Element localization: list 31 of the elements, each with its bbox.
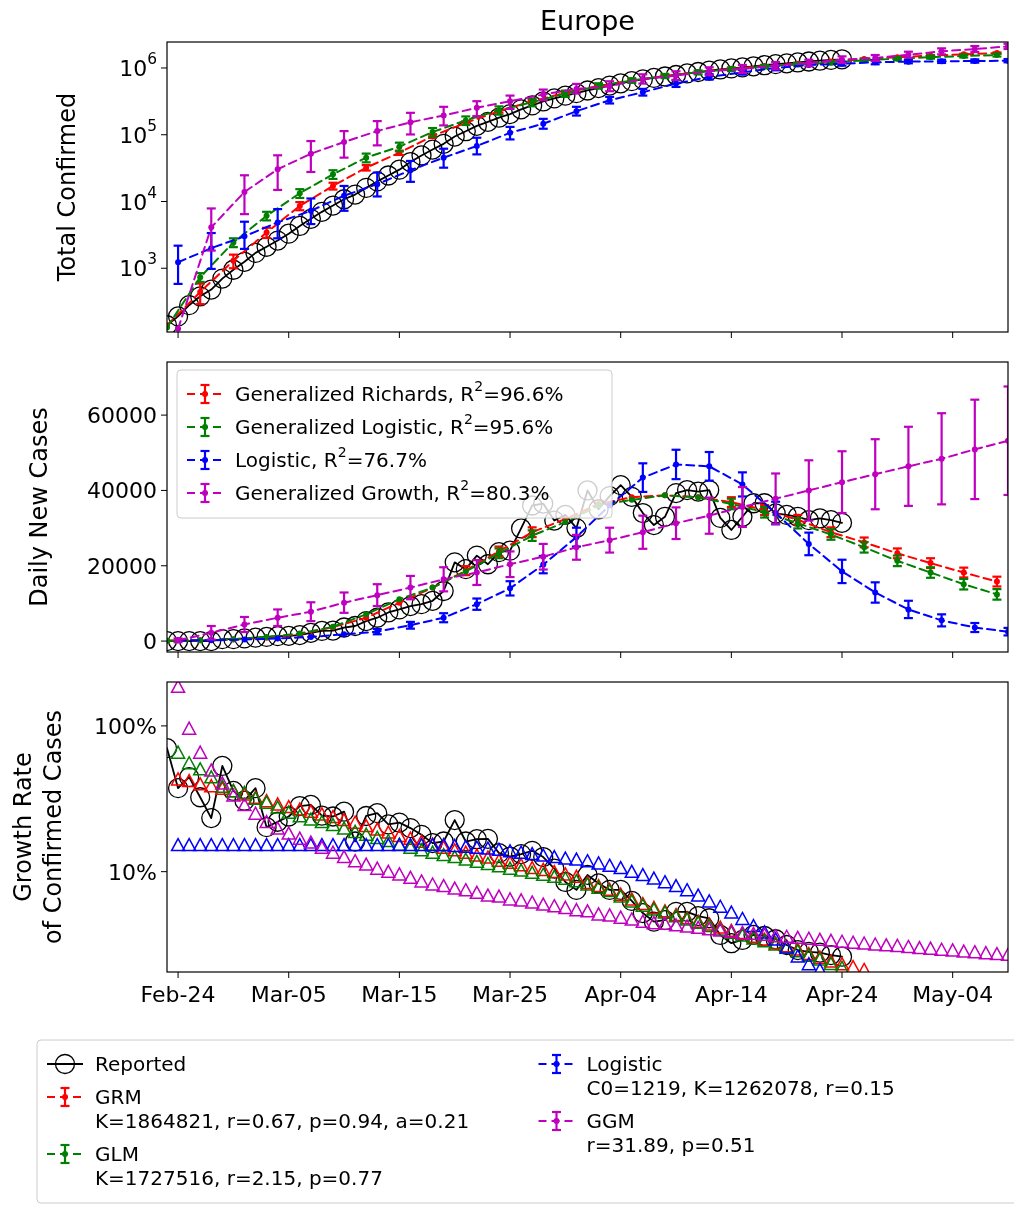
y-tick-label: 10$^{6}$ [119,49,157,81]
x-tick-label: Mar-15 [361,982,438,1007]
legend-label: GLM K=1727516, r=2.15, p=0.77 [95,1142,383,1190]
y-tick-label: 10$^{4}$ [119,183,157,214]
y-tick-label: 10% [108,859,157,885]
legend-label: Generalized Richards, R$^{2}$=96.6% [235,378,564,406]
y-tick-label: 10$^{3}$ [119,250,157,281]
legend-label: GRM K=1864821, r=0.67, p=0.94, a=0.21 [95,1085,470,1133]
legend-label: Generalized Growth, R$^{2}$=80.3% [235,477,550,505]
x-tick-label: May-04 [912,982,994,1007]
legend-label: Logistic C0=1219, K=1262078, r=0.15 [586,1052,895,1100]
legend-label: GGM r=31.89, p=0.51 [586,1109,756,1157]
y-axis-title: Daily New Cases [25,407,53,607]
y-tick-label: 10$^{5}$ [119,116,157,148]
y-tick-label: 60000 [87,402,157,428]
chart-title: Europe [540,5,635,36]
x-tick-label: Mar-25 [472,982,549,1007]
y-axis-title: Total Confirmed [53,92,81,283]
x-tick-label: Apr-14 [695,982,768,1007]
legend-label: Reported [95,1052,187,1076]
legend-label: Generalized Logistic, R$^{2}$=95.6% [235,411,554,439]
y-tick-label: 20000 [87,553,157,579]
y-axis-title: Growth Rate of Confirmed Cases [9,709,67,945]
y-tick-label: 0 [143,628,157,654]
y-tick-label: 100% [94,713,157,739]
x-tick-label: Mar-05 [250,982,327,1007]
legend-label: Logistic, R$^{2}$=76.7% [235,444,427,472]
x-tick-label: Feb-24 [140,982,216,1007]
x-tick-label: Apr-24 [805,982,879,1007]
y-tick-label: 40000 [87,477,157,503]
x-tick-label: Apr-04 [584,982,657,1007]
